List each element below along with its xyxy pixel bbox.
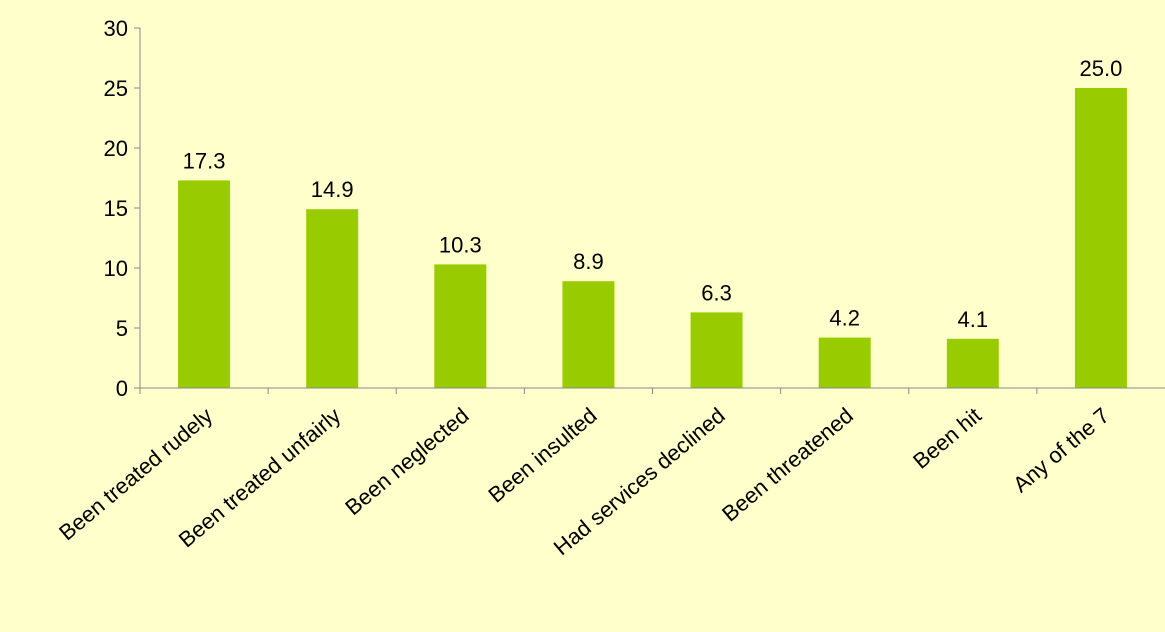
axes-layer: [134, 27, 1165, 394]
y-tick-label: 15: [104, 196, 128, 221]
data-label: 4.2: [829, 306, 860, 331]
bar: [690, 312, 743, 388]
data-label: 6.3: [701, 280, 732, 305]
y-tick-label: 10: [104, 256, 128, 281]
data-label: 14.9: [311, 177, 354, 202]
bars-layer: [178, 88, 1127, 388]
data-label: 10.3: [439, 232, 482, 257]
bar: [306, 209, 359, 388]
bar: [434, 264, 487, 388]
data-label: 25.0: [1080, 56, 1123, 81]
bar: [818, 337, 871, 388]
data-label: 4.1: [958, 307, 989, 332]
y-tick-label: 0: [116, 376, 128, 401]
y-tick-label: 20: [104, 136, 128, 161]
bar: [946, 338, 999, 388]
data-label: 17.3: [183, 148, 226, 173]
y-tick-label: 5: [116, 316, 128, 341]
bar: [562, 281, 615, 388]
data-label: 8.9: [573, 249, 604, 274]
y-tick-label: 25: [104, 76, 128, 101]
bar: [1074, 88, 1127, 388]
y-tick-label: 30: [104, 16, 128, 41]
bar: [178, 180, 231, 388]
